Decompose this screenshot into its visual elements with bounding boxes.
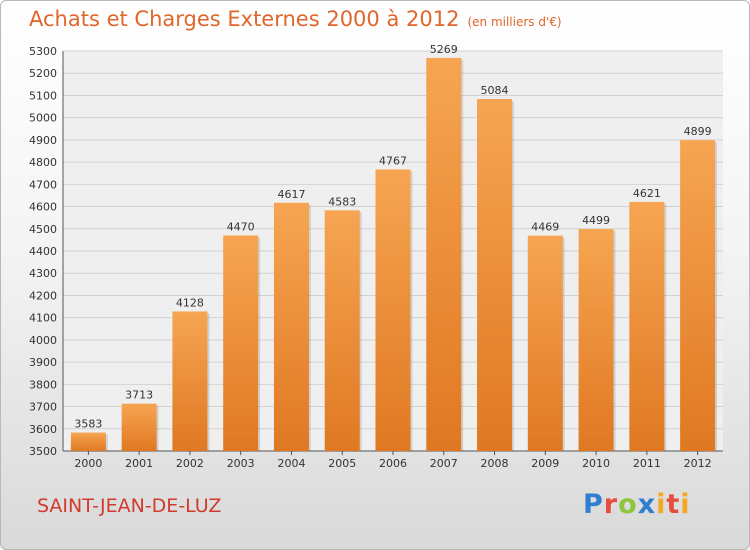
y-tick-label: 4600 <box>29 201 57 214</box>
x-tick-label: 2001 <box>125 457 153 470</box>
y-tick-label: 5300 <box>29 45 57 58</box>
bar-value-label: 4128 <box>176 296 204 309</box>
y-tick-label: 4500 <box>29 223 57 236</box>
x-tick-label: 2007 <box>430 457 458 470</box>
bar-value-label: 4583 <box>328 195 356 208</box>
bar-value-label: 4899 <box>684 125 712 138</box>
title-unit: (en milliers d'€) <box>467 15 562 29</box>
y-tick-label: 5200 <box>29 67 57 80</box>
bar-value-label: 4621 <box>633 187 661 200</box>
x-tick-label: 2004 <box>277 457 305 470</box>
y-tick-label: 3500 <box>29 445 57 458</box>
y-tick-label: 3900 <box>29 356 57 369</box>
bar-value-label: 4617 <box>277 188 305 201</box>
y-tick-label: 4900 <box>29 134 57 147</box>
bar <box>223 235 259 451</box>
y-tick-label: 3600 <box>29 423 57 436</box>
bar <box>375 169 411 451</box>
bar <box>527 235 563 451</box>
x-tick-label: 2012 <box>684 457 712 470</box>
y-tick-label: 4000 <box>29 334 57 347</box>
x-tick-label: 2010 <box>582 457 610 470</box>
bar <box>477 99 513 451</box>
city-name: SAINT-JEAN-DE-LUZ <box>37 495 222 517</box>
bar <box>680 140 716 451</box>
y-tick-label: 3700 <box>29 401 57 414</box>
x-tick-label: 2009 <box>531 457 559 470</box>
bar <box>578 229 614 451</box>
y-tick-label: 5000 <box>29 112 57 125</box>
x-tick-label: 2003 <box>227 457 255 470</box>
x-tick-label: 2000 <box>74 457 102 470</box>
y-tick-label: 4100 <box>29 312 57 325</box>
bar-value-label: 4499 <box>582 214 610 227</box>
y-tick-label: 4800 <box>29 156 57 169</box>
y-tick-label: 3800 <box>29 378 57 391</box>
x-tick-label: 2008 <box>481 457 509 470</box>
bar <box>273 202 309 451</box>
bar-value-label: 4767 <box>379 154 407 167</box>
x-tick-label: 2011 <box>633 457 661 470</box>
bar <box>324 210 360 451</box>
x-tick-label: 2006 <box>379 457 407 470</box>
bar-value-label: 3713 <box>125 389 153 402</box>
bar-value-label: 4470 <box>227 220 255 233</box>
proxiti-logo: Proxiti <box>583 489 691 520</box>
bar <box>70 432 106 451</box>
title-text: Achats et Charges Externes 2000 à 2012 <box>29 7 460 31</box>
y-tick-label: 4300 <box>29 267 57 280</box>
y-tick-label: 4700 <box>29 178 57 191</box>
y-tick-label: 4400 <box>29 245 57 258</box>
bar <box>121 403 157 451</box>
bar <box>172 311 208 451</box>
x-tick-label: 2005 <box>328 457 356 470</box>
bar <box>426 57 462 452</box>
bar-value-label: 3583 <box>74 418 102 431</box>
bar-value-label: 5084 <box>481 84 509 97</box>
bar-value-label: 4469 <box>531 221 559 234</box>
x-tick-label: 2002 <box>176 457 204 470</box>
bar-value-label: 5269 <box>430 43 458 56</box>
y-tick-label: 5100 <box>29 89 57 102</box>
chart-title: Achats et Charges Externes 2000 à 2012 (e… <box>29 7 562 31</box>
y-tick-label: 4200 <box>29 289 57 302</box>
bar <box>629 201 665 451</box>
